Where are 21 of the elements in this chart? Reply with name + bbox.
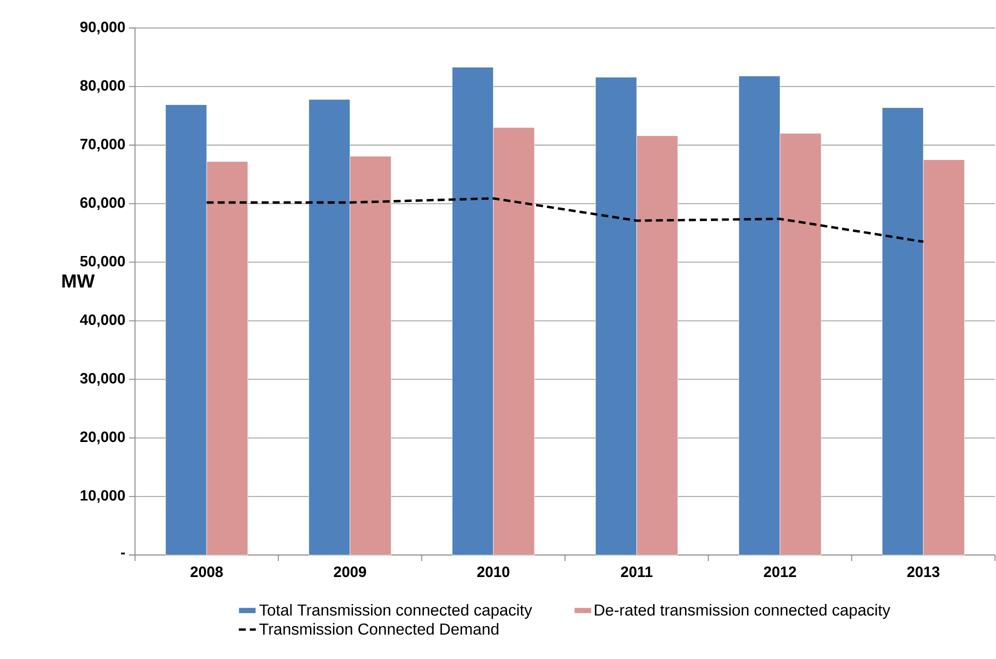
y-axis-title: MW bbox=[62, 274, 95, 288]
y-tick-label: 90,000 bbox=[80, 22, 125, 34]
x-tick-label: 2012 bbox=[764, 566, 796, 578]
y-tick-label: 20,000 bbox=[80, 432, 125, 444]
x-tick-label: 2009 bbox=[334, 566, 366, 578]
y-tick-label: 40,000 bbox=[80, 314, 125, 328]
x-tick-label: 2011 bbox=[620, 566, 652, 578]
legend-label: De-rated transmission connected capacity bbox=[594, 604, 890, 619]
legend-label: Transmission Connected Demand bbox=[259, 623, 498, 635]
legend-label: Total Transmission connected capacity bbox=[259, 604, 532, 619]
y-tick-label: 10,000 bbox=[80, 490, 125, 503]
y-tick-label: 50,000 bbox=[80, 256, 125, 269]
y-tick-label: 30,000 bbox=[80, 372, 125, 386]
y-tick-label: - bbox=[121, 552, 125, 554]
x-tick-label: 2010 bbox=[477, 566, 510, 578]
line-series bbox=[205, 197, 925, 243]
y-tick-label: 80,000 bbox=[80, 80, 125, 93]
y-tick-label: 70,000 bbox=[80, 138, 125, 152]
x-tick-label: 2013 bbox=[907, 566, 940, 578]
x-tick-label: 2008 bbox=[190, 566, 223, 578]
y-tick-label: 60,000 bbox=[80, 197, 125, 210]
